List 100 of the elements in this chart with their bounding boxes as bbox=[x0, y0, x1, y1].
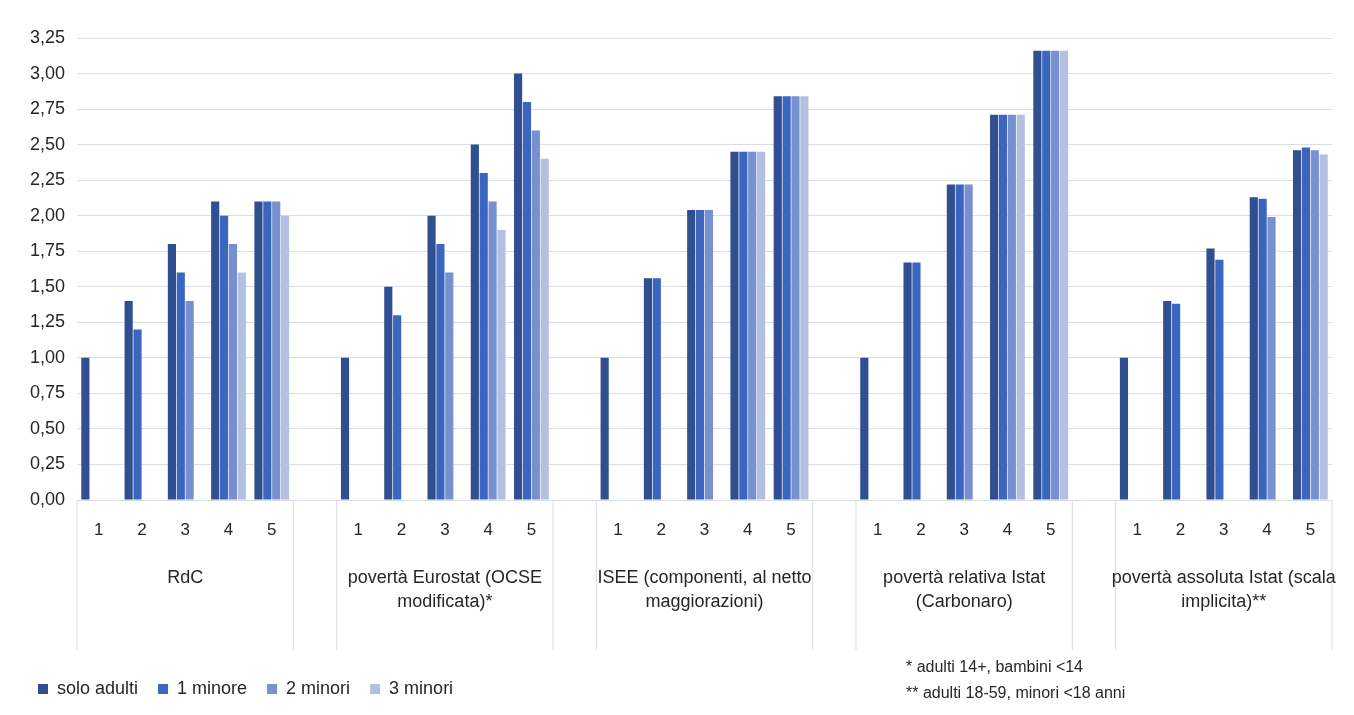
bar bbox=[1267, 217, 1276, 500]
bar bbox=[211, 201, 220, 500]
bar bbox=[281, 215, 290, 500]
bar bbox=[600, 357, 609, 500]
bar bbox=[1292, 150, 1302, 500]
bar bbox=[1119, 357, 1129, 500]
y-tick-label: 2,25 bbox=[29, 169, 66, 190]
y-tick-label: 0,75 bbox=[29, 382, 66, 403]
x-tick-label: 5 bbox=[267, 519, 277, 539]
bar bbox=[696, 210, 705, 500]
y-tick-label: 2,50 bbox=[29, 133, 66, 154]
bar bbox=[497, 229, 506, 500]
bar bbox=[1319, 154, 1328, 500]
legend-label: 2 minori bbox=[286, 677, 351, 698]
x-tick-label: 2 bbox=[137, 519, 147, 539]
text: povertà assoluta Istat (scala implicita)** bbox=[1111, 566, 1337, 611]
bar bbox=[479, 173, 488, 500]
x-tick-label: 5 bbox=[786, 519, 796, 539]
bar bbox=[1007, 114, 1016, 500]
bar bbox=[998, 114, 1008, 500]
bar bbox=[1206, 248, 1215, 500]
bar bbox=[436, 244, 445, 500]
y-tick-label: 3,00 bbox=[29, 62, 66, 83]
bar bbox=[1172, 303, 1181, 500]
bar bbox=[81, 357, 90, 500]
text: povertà Eurostat (OCSE modificata)* bbox=[347, 566, 542, 611]
bar bbox=[522, 101, 532, 500]
legend-label: solo adulti bbox=[57, 677, 139, 698]
bar bbox=[340, 357, 350, 500]
bar bbox=[393, 315, 402, 500]
bar bbox=[946, 184, 955, 500]
bar bbox=[514, 73, 523, 500]
bar bbox=[470, 144, 479, 500]
bar bbox=[1016, 114, 1025, 500]
bar bbox=[237, 272, 246, 500]
bar bbox=[263, 201, 272, 500]
bar bbox=[1059, 50, 1069, 500]
text: ** adulti 18-59, minori <18 anni bbox=[906, 684, 1126, 702]
x-tick-label: 1 bbox=[93, 519, 104, 539]
x-tick-label: 2 bbox=[1175, 519, 1186, 539]
bar bbox=[757, 151, 766, 500]
bar bbox=[272, 201, 281, 500]
bar bbox=[1033, 50, 1042, 500]
x-tick-label: 5 bbox=[1305, 519, 1316, 539]
bar bbox=[219, 215, 229, 500]
bar bbox=[228, 244, 238, 500]
text: * adulti 14+, bambini <14 bbox=[906, 658, 1084, 676]
x-tick-label: 5 bbox=[526, 519, 537, 539]
bar bbox=[185, 300, 194, 500]
bar bbox=[782, 96, 791, 500]
x-tick-label: 4 bbox=[743, 519, 753, 539]
bar bbox=[739, 151, 748, 500]
bar bbox=[254, 201, 263, 500]
bar bbox=[167, 244, 176, 500]
bar bbox=[1249, 197, 1258, 500]
text: RdC bbox=[167, 566, 204, 587]
y-tick-label: 3,25 bbox=[29, 26, 66, 47]
x-tick-label: 4 bbox=[1262, 519, 1272, 539]
x-tick-label: 1 bbox=[353, 519, 364, 539]
bar bbox=[860, 357, 869, 500]
legend-label: 3 minori bbox=[389, 677, 454, 698]
x-tick-label: 3 bbox=[180, 519, 190, 539]
bar bbox=[1301, 147, 1311, 500]
text: povertà relativa Istat (Carbonaro) bbox=[883, 566, 1046, 611]
bar bbox=[730, 151, 739, 500]
x-tick-label: 2 bbox=[656, 519, 666, 539]
bar bbox=[1163, 300, 1172, 500]
y-tick-label: 0,25 bbox=[29, 453, 66, 474]
bar bbox=[652, 278, 661, 500]
x-tick-label: 3 bbox=[959, 519, 969, 539]
x-tick-label: 1 bbox=[1132, 519, 1142, 539]
bar bbox=[800, 96, 809, 500]
y-tick-label: 0,00 bbox=[29, 488, 66, 509]
y-tick-label: 2,75 bbox=[29, 98, 66, 119]
bar bbox=[964, 184, 973, 500]
bar bbox=[133, 329, 142, 500]
bar bbox=[1310, 150, 1319, 500]
bar bbox=[748, 151, 757, 500]
x-tick-label: 3 bbox=[440, 519, 450, 539]
x-tick-label: 4 bbox=[223, 519, 234, 539]
bar bbox=[643, 278, 653, 500]
x-tick-label: 3 bbox=[1219, 519, 1229, 539]
bar bbox=[531, 130, 540, 500]
bar bbox=[445, 272, 454, 500]
y-tick-label: 1,75 bbox=[29, 240, 66, 261]
y-tick-label: 1,50 bbox=[29, 275, 66, 296]
x-tick-label: 4 bbox=[1002, 519, 1013, 539]
x-tick-label: 3 bbox=[699, 519, 710, 539]
bar bbox=[1042, 50, 1051, 500]
bar bbox=[1215, 259, 1224, 500]
legend-label: 1 minore bbox=[177, 677, 248, 698]
x-tick-label: 2 bbox=[916, 519, 926, 539]
x-tick-label: 4 bbox=[483, 519, 493, 539]
x-tick-label: 1 bbox=[872, 519, 883, 539]
bar bbox=[791, 96, 800, 500]
bar bbox=[176, 272, 185, 500]
text: ISEE (componenti, al netto maggiorazioni) bbox=[597, 566, 812, 611]
bar bbox=[1051, 50, 1060, 500]
bar bbox=[384, 286, 393, 500]
bar bbox=[124, 300, 133, 500]
